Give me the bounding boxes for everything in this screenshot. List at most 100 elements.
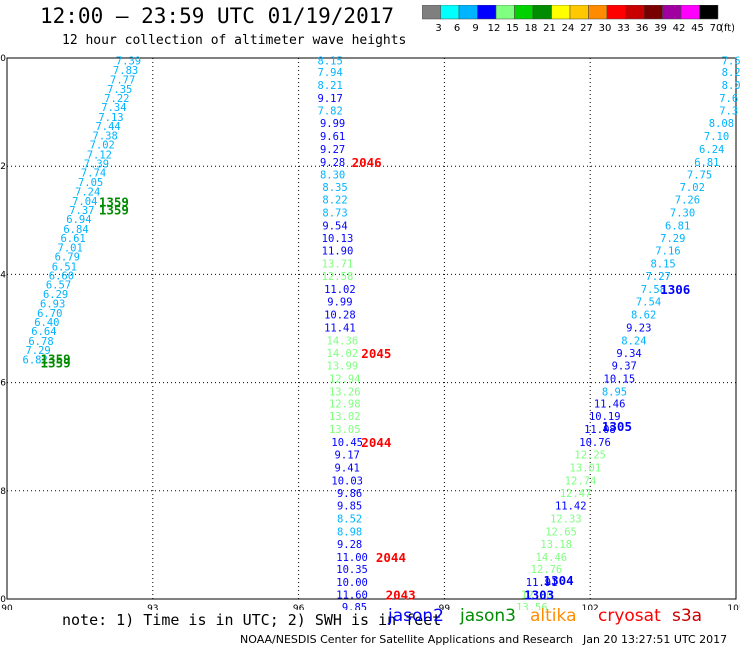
wave-height-label: 7.29 xyxy=(660,233,685,245)
pass-time-label: 1359 xyxy=(99,194,129,209)
wave-height-label: 7.39 xyxy=(84,158,109,170)
wave-height-label: 8.22 xyxy=(322,195,347,207)
wave-height-label: 9.28 xyxy=(320,157,345,169)
wave-height-label: 14.36 xyxy=(327,335,359,347)
wave-height-label: 7.16 xyxy=(655,246,680,258)
wave-height-label: 13.02 xyxy=(329,411,361,423)
x-tick-label: 105 xyxy=(727,604,740,610)
wave-height-chart: 90939699102105-20-22-24-26-28-307.397.83… xyxy=(0,54,740,610)
wave-height-label: 11.90 xyxy=(322,246,354,258)
wave-height-label: 7.02 xyxy=(90,140,115,152)
wave-height-label: 7.24 xyxy=(75,187,100,199)
colorbar-tick-label: 36 xyxy=(636,23,649,34)
pass-time-label: 2046 xyxy=(352,155,382,170)
wave-height-label: 7.74 xyxy=(81,168,106,180)
x-tick-label: 102 xyxy=(582,604,599,610)
wave-height-label: 8.24 xyxy=(621,335,646,347)
wave-height-label: 9.41 xyxy=(335,463,360,475)
wave-height-label: 8.35 xyxy=(322,182,347,194)
legend-cryosat: cryosat xyxy=(598,606,661,626)
colorbar-tick-label: 15 xyxy=(506,23,519,34)
wave-height-label: 6.82 xyxy=(23,354,48,366)
wave-height-label: 6.70 xyxy=(37,308,62,320)
wave-height-label: 14.46 xyxy=(536,552,568,564)
wave-height-label: 13.99 xyxy=(327,360,359,372)
x-tick-label: 93 xyxy=(147,604,158,610)
wave-height-label: 9.61 xyxy=(320,131,345,143)
y-tick-label: -26 xyxy=(0,379,6,389)
wave-height-label: 8.2 xyxy=(722,67,740,79)
wave-height-label: 12.94 xyxy=(329,373,361,385)
y-tick-label: -28 xyxy=(0,487,6,497)
wave-height-label: 12.74 xyxy=(565,476,597,488)
wave-height-label: 7.77 xyxy=(110,75,135,87)
wave-height-label: 7.29 xyxy=(25,345,50,357)
pass-time-label: 1359 xyxy=(41,356,71,371)
wave-height-label: 9.17 xyxy=(318,93,343,105)
wave-height-label: 11.08 xyxy=(584,424,616,436)
wave-height-label: 8.30 xyxy=(320,169,345,181)
wave-height-label: 7.04 xyxy=(72,196,97,208)
colorbar-tick-label: 9 xyxy=(472,23,478,34)
wave-height-label: 7.26 xyxy=(675,195,700,207)
wave-height-label: 12.58 xyxy=(322,271,354,283)
wave-height-label: 11.42 xyxy=(555,500,587,512)
wave-height-label: 10.45 xyxy=(331,437,363,449)
wave-height-label: 7.83 xyxy=(113,65,138,77)
wave-height-label: 13.05 xyxy=(329,424,361,436)
colorbar-tick-label: 45 xyxy=(691,23,704,34)
wave-height-label: 12.76 xyxy=(531,564,563,576)
wave-height-label: 6.78 xyxy=(28,336,53,348)
wave-height-label: 12.25 xyxy=(574,450,606,462)
wave-height-label: 7.02 xyxy=(680,182,705,194)
wave-height-label: 7.22 xyxy=(104,93,129,105)
wave-height-label: 7.13 xyxy=(98,112,123,124)
wave-height-label: 13.56 xyxy=(516,602,548,610)
wave-height-label: 6.81 xyxy=(694,157,719,169)
x-tick-label: 96 xyxy=(293,604,305,610)
wave-height-label: 6.93 xyxy=(40,299,65,311)
wave-height-label: 11.02 xyxy=(324,284,356,296)
wave-height-label: 10.00 xyxy=(336,577,368,589)
colorbar-tick-label: 30 xyxy=(599,23,612,34)
colorbar-tick-label: 3 xyxy=(435,23,441,34)
wave-height-label: 6.79 xyxy=(55,252,80,264)
wave-height-label: 13.01 xyxy=(570,463,602,475)
wave-height-label: 7.44 xyxy=(95,121,120,133)
colorbar-tick-label: 33 xyxy=(617,23,630,34)
wave-height-label: 6.60 xyxy=(49,270,74,282)
wave-height-label: 7.10 xyxy=(704,131,729,143)
pass-time-label: 2044 xyxy=(361,435,391,450)
wave-height-label: 6.40 xyxy=(34,317,59,329)
wave-height-label: 7.38 xyxy=(93,130,118,142)
pass-time-label: 1359 xyxy=(99,202,129,217)
generated-timestamp: Jan 20 13:27:51 UTC 2017 xyxy=(583,633,728,646)
wave-height-label: 13.71 xyxy=(322,259,354,271)
wave-height-label: 9.99 xyxy=(320,118,345,130)
colorbar-unit-label: (ft) xyxy=(720,23,734,34)
wave-height-label: 13.26 xyxy=(329,386,361,398)
wave-height-label: 8.21 xyxy=(318,80,343,92)
footer-note: note: 1) Time is in UTC; 2) SWH is in fe… xyxy=(62,611,442,629)
wave-height-label: 8.62 xyxy=(631,309,656,321)
wave-height-label: 10.28 xyxy=(324,309,356,321)
wave-height-label: 6.29 xyxy=(43,289,68,301)
wave-height-label: 9.86 xyxy=(337,488,362,500)
wave-height-label: 12.86 xyxy=(521,590,553,602)
wave-height-label: 10.19 xyxy=(589,411,621,423)
pass-time-label: 1305 xyxy=(602,419,632,434)
wave-height-label: 6.64 xyxy=(31,326,56,338)
wave-height-label: 9.85 xyxy=(342,602,367,610)
y-tick-label: -24 xyxy=(0,270,6,280)
wave-height-label: 6.51 xyxy=(52,261,77,273)
plot-frame xyxy=(6,57,737,600)
wave-height-label: 9.99 xyxy=(327,296,352,308)
wave-height-label: 8.95 xyxy=(602,386,627,398)
x-tick-label: 90 xyxy=(1,604,13,610)
colorbar-tick-label: 12 xyxy=(488,23,501,34)
wave-height-label: 7.34 xyxy=(101,102,126,114)
y-tick-label: -30 xyxy=(0,595,6,605)
colorbar-tick-label: 6 xyxy=(454,23,460,34)
x-tick-label: 99 xyxy=(439,604,451,610)
wave-height-label: 7.05 xyxy=(78,177,103,189)
